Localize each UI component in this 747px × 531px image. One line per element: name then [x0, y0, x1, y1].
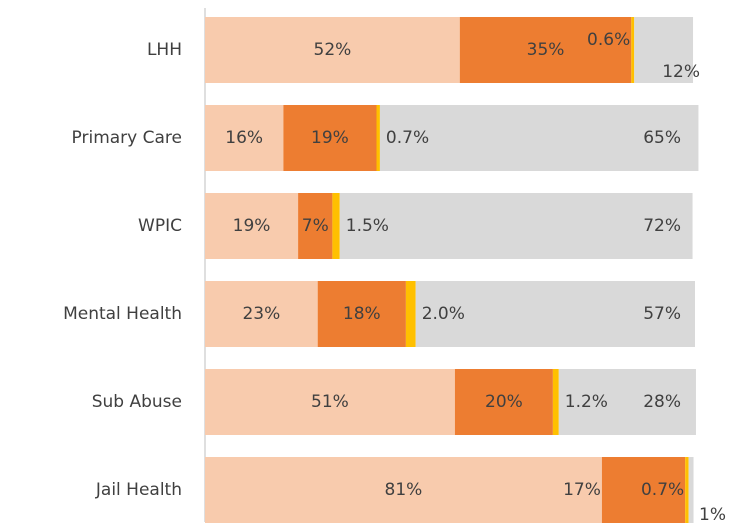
data-label: 35% — [527, 40, 565, 60]
bar-segment — [558, 369, 696, 435]
bar-segment — [601, 457, 686, 523]
y-tick-label: LHH — [147, 40, 182, 60]
data-label: 12% — [662, 62, 700, 82]
bar-segment — [415, 281, 695, 347]
bar-segment — [283, 105, 377, 171]
data-label: 16% — [225, 128, 263, 148]
bar-segment — [552, 369, 559, 435]
bar-segment — [376, 105, 380, 171]
y-tick-label: Jail Health — [95, 480, 182, 500]
bar-segment — [634, 17, 694, 83]
bar-segment — [685, 457, 689, 523]
bar-segment — [298, 193, 333, 259]
data-label: 0.7% — [641, 480, 684, 500]
data-label: 0.6% — [587, 30, 630, 50]
data-label: 65% — [643, 128, 681, 148]
data-label: 7% — [302, 216, 329, 236]
bar-segment — [332, 193, 340, 259]
bar-segment — [339, 193, 693, 259]
data-label: 1.5% — [346, 216, 389, 236]
data-label: 28% — [643, 392, 681, 412]
bar-segment — [405, 281, 416, 347]
y-tick-label: Sub Abuse — [92, 392, 182, 412]
data-label: 51% — [311, 392, 349, 412]
data-label: 23% — [242, 304, 280, 324]
bar-segment — [688, 457, 694, 523]
y-tick-label: Primary Care — [72, 128, 182, 148]
bar-segment — [205, 193, 299, 259]
bar-segment — [205, 369, 455, 435]
y-tick-label: Mental Health — [63, 304, 182, 324]
bar-segment — [205, 281, 318, 347]
bar-segment — [379, 105, 699, 171]
bar-segment — [205, 17, 460, 83]
bar-segment — [454, 369, 553, 435]
data-label: 57% — [643, 304, 681, 324]
data-label: 20% — [485, 392, 523, 412]
data-label: 52% — [314, 40, 352, 60]
data-label: 81% — [385, 480, 423, 500]
data-label: 1.2% — [565, 392, 608, 412]
y-tick-label: WPIC — [138, 216, 182, 236]
data-label: 17% — [563, 480, 601, 500]
data-label: 0.7% — [386, 128, 429, 148]
bar-segment — [459, 17, 632, 83]
bar-segment — [317, 281, 406, 347]
data-label: 19% — [233, 216, 271, 236]
data-label: 2.0% — [422, 304, 465, 324]
bar-segment — [631, 17, 635, 83]
data-label: 72% — [643, 216, 681, 236]
bar-segment — [205, 105, 284, 171]
data-label: 19% — [311, 128, 349, 148]
bar-segment — [205, 457, 602, 523]
data-label: 18% — [343, 304, 381, 324]
data-label: 1% — [699, 505, 726, 525]
